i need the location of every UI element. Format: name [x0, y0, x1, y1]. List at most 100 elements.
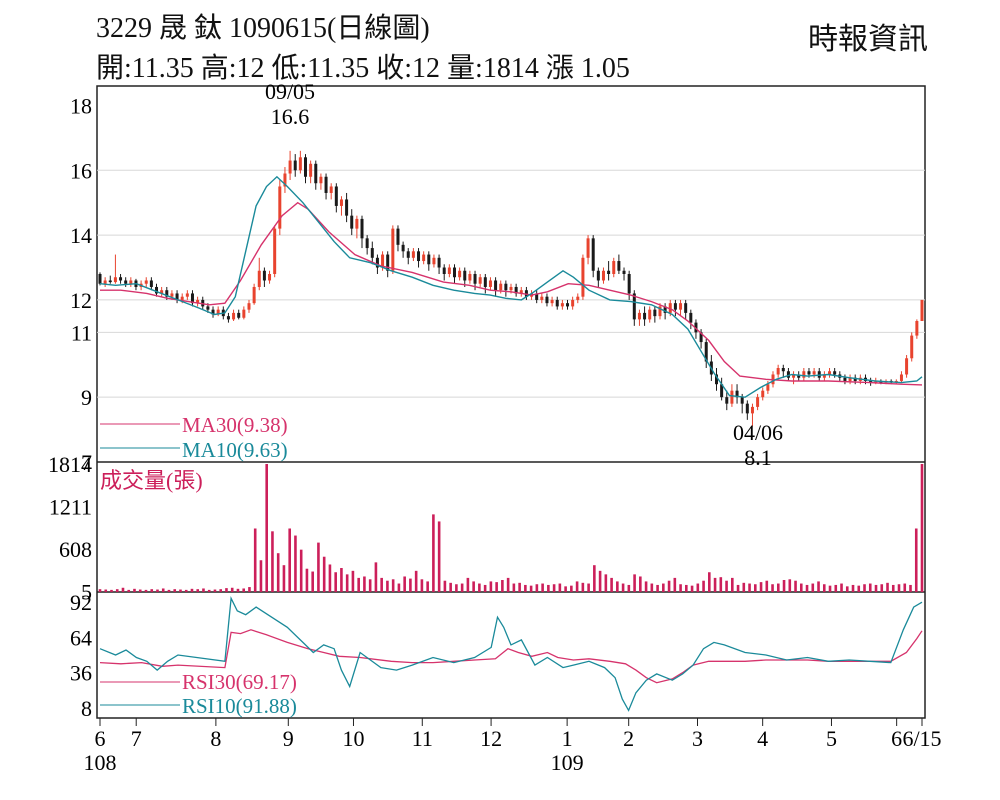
volume-bar — [851, 584, 855, 592]
ma10-line — [99, 175, 923, 398]
volume-bar — [719, 577, 723, 592]
candle-body — [617, 261, 621, 271]
volume-bar — [276, 553, 280, 592]
chart-title: 3229 晟 鈦 1090615(日線圖) — [96, 13, 430, 44]
candle-body — [226, 316, 230, 320]
volume-bar — [575, 581, 579, 592]
rsi30-legend-label: RSI30(69.17) — [182, 670, 297, 694]
candle-body — [766, 384, 770, 391]
candle-body — [458, 270, 462, 278]
candle-body — [442, 267, 446, 274]
candle-body — [180, 296, 184, 300]
volume-bar — [731, 577, 734, 592]
candle-body — [673, 303, 677, 310]
candle-body — [663, 306, 667, 313]
volume-bar — [713, 577, 717, 592]
volume-bar — [213, 589, 217, 592]
candle-body — [463, 270, 467, 281]
candle-body — [119, 277, 123, 281]
candle-body — [899, 374, 903, 381]
candle-body — [360, 218, 364, 239]
candle-body — [149, 280, 153, 287]
candle-body — [566, 303, 570, 307]
volume-bar — [639, 576, 642, 592]
volume-bar — [299, 549, 303, 592]
candle-body — [781, 368, 785, 372]
candle-body — [514, 286, 518, 294]
candle-body — [545, 296, 549, 304]
month-tick-label: 4 — [757, 726, 768, 751]
candle-body — [632, 293, 636, 320]
candle-body — [473, 274, 477, 284]
candle-body — [848, 377, 852, 381]
volume-bar — [604, 574, 608, 592]
volume-bar — [903, 583, 907, 592]
volume-bar — [558, 583, 562, 592]
volume-bar — [817, 581, 820, 592]
volume-bar — [121, 587, 125, 592]
candle-body — [345, 199, 349, 216]
volume-bar — [236, 588, 240, 592]
volume-bar — [535, 584, 539, 592]
volume-bar — [242, 588, 246, 592]
volume-bar — [489, 581, 493, 592]
volume-bar — [616, 581, 619, 592]
candle-body — [509, 286, 513, 291]
volume-bar — [518, 582, 521, 592]
candle-body — [910, 335, 914, 359]
candle-body — [268, 274, 272, 281]
volume-bar — [98, 589, 102, 592]
candle-body — [905, 358, 909, 375]
month-tick-label: 6/15 — [902, 726, 941, 751]
candle-body — [571, 299, 575, 307]
candle-body — [452, 267, 456, 278]
candle-body — [329, 186, 333, 193]
year-tick-label: 108 — [84, 750, 117, 775]
candle-body — [165, 290, 169, 297]
month-tick-label: 3 — [692, 726, 703, 751]
candle-body — [417, 251, 421, 262]
volume-bar — [179, 589, 182, 592]
low-value-annotation: 8.1 — [744, 445, 772, 470]
volume-bar — [386, 580, 389, 592]
volume-bar — [650, 583, 654, 592]
volume-bar — [156, 589, 159, 592]
candle-body — [843, 377, 847, 381]
candle-body — [540, 296, 544, 300]
candle-body — [339, 199, 343, 206]
volume-bar — [305, 568, 309, 592]
volume-bar — [736, 584, 740, 592]
volume-bar — [230, 587, 234, 592]
candle-body — [247, 303, 251, 310]
candle-body — [232, 312, 236, 320]
candle-body — [350, 215, 354, 229]
candle-body — [715, 374, 718, 385]
candle-body — [828, 371, 832, 375]
volume-bar — [529, 585, 533, 592]
candle-body — [98, 274, 102, 284]
candle-body — [468, 274, 472, 281]
candle-body — [422, 254, 426, 262]
month-tick-label: 2 — [623, 726, 634, 751]
candle-body — [447, 267, 451, 274]
candle-body — [427, 254, 431, 265]
candle-body — [309, 163, 313, 177]
candle-body — [812, 371, 816, 375]
volume-bar — [420, 579, 424, 592]
volume-bar — [374, 562, 378, 592]
volume-label: 成交量(張) — [100, 468, 203, 493]
volume-bar — [794, 580, 797, 592]
volume-tick-label: 1814 — [48, 452, 92, 477]
volume-bar — [863, 584, 866, 592]
candle-body — [386, 254, 390, 271]
volume-bar — [248, 587, 251, 592]
volume-bar — [363, 576, 366, 592]
volume-bar — [253, 528, 257, 592]
candle-body — [406, 251, 410, 258]
rsi-tick-label: 64 — [70, 625, 92, 650]
candle-body — [190, 293, 194, 304]
volume-bar — [138, 589, 142, 592]
candle-body — [144, 280, 148, 284]
month-tick-label: 7 — [131, 726, 142, 751]
candle-body — [822, 374, 826, 378]
